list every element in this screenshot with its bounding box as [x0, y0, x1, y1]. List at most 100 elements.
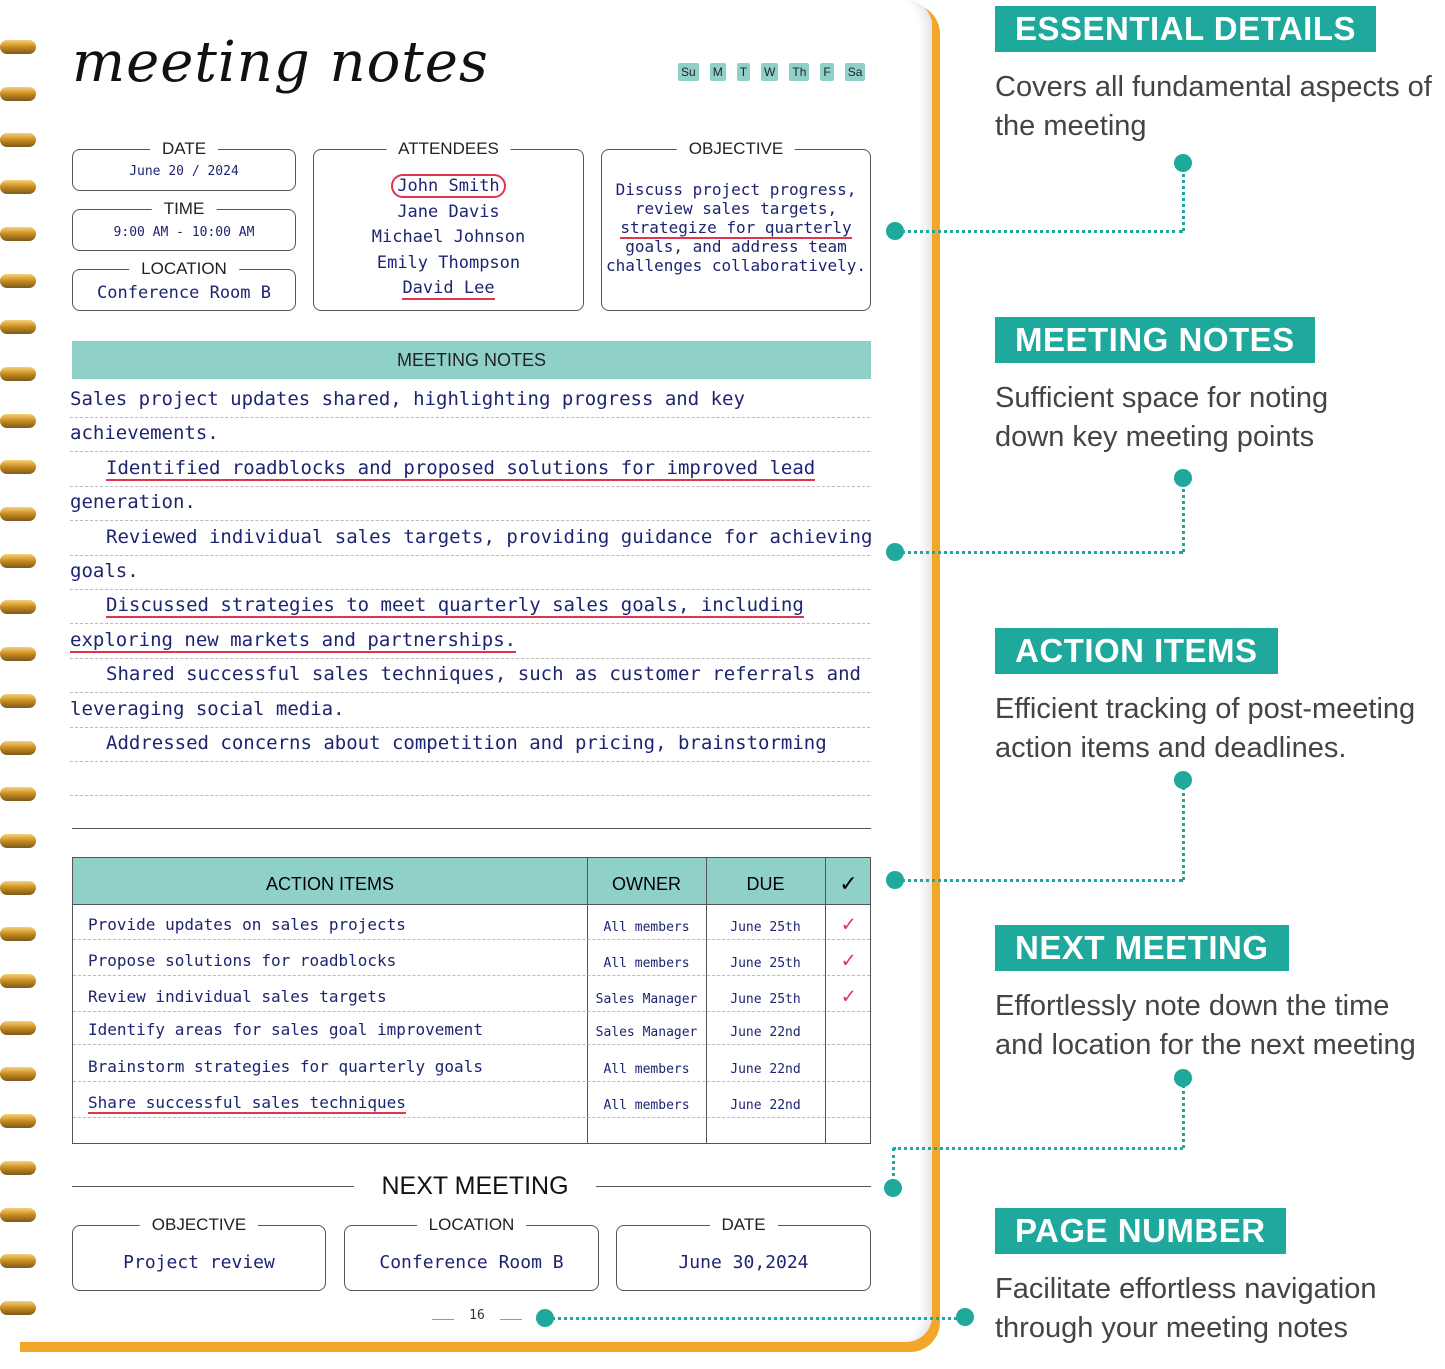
action-due: June 22nd — [730, 1062, 801, 1077]
note-line[interactable]: achievements. — [70, 418, 870, 453]
spiral-ring — [0, 180, 36, 195]
connector-dot — [956, 1308, 974, 1326]
location-value: Conference Room B — [97, 283, 271, 303]
check-icon[interactable]: ✓ — [841, 912, 856, 937]
action-owner: All members — [603, 1098, 690, 1113]
note-line[interactable]: Discussed strategies to meet quarterly s… — [70, 590, 870, 625]
spiral-ring — [0, 1020, 36, 1035]
action-row[interactable]: Review individual sales targets Sales Ma… — [73, 980, 870, 1012]
spiral-ring — [0, 740, 36, 755]
next-date-field[interactable]: DATE June 30,2024 — [616, 1215, 871, 1291]
day-th[interactable]: Th — [789, 63, 810, 81]
note-text: Shared successful sales techniques, such… — [106, 663, 861, 686]
objective-line: Discuss project progress, — [615, 180, 857, 199]
action-row[interactable]: Identify areas for sales goal improvemen… — [73, 1013, 870, 1045]
spiral-ring — [0, 1300, 36, 1315]
callout-desc: Facilitate effortless navigation through… — [995, 1273, 1377, 1344]
next-objective-value: Project review — [123, 1252, 275, 1273]
day-sa[interactable]: Sa — [844, 63, 866, 81]
day-t[interactable]: T — [736, 63, 751, 81]
attendee: David Lee — [402, 278, 495, 300]
action-row[interactable]: Brainstorm strategies for quarterly goal… — [73, 1050, 870, 1082]
note-text: generation. — [70, 491, 196, 514]
day-su[interactable]: Su — [678, 63, 699, 81]
next-objective-field[interactable]: OBJECTIVE Project review — [72, 1215, 326, 1291]
page-title: meeting notes — [72, 30, 489, 95]
col-header-action: ACTION ITEMS — [265, 874, 394, 894]
action-owner: All members — [603, 920, 690, 935]
connector-line — [893, 1147, 1183, 1150]
checkbox[interactable] — [825, 1090, 872, 1114]
callout-title: MEETING NOTES — [995, 317, 1315, 363]
spiral-ring — [0, 413, 36, 428]
next-meeting-title: NEXT MEETING — [381, 1172, 569, 1200]
note-line[interactable]: Addressed concerns about competition and… — [70, 728, 870, 762]
col-header-done: ✓ — [839, 871, 858, 896]
action-row[interactable]: Share successful sales techniques All me… — [73, 1086, 870, 1118]
spiral-ring — [0, 647, 36, 662]
note-line[interactable] — [70, 762, 870, 797]
spiral-ring — [0, 1114, 36, 1129]
note-text: exploring new markets and partnerships. — [70, 628, 517, 653]
note-line[interactable]: leveraging social media. — [70, 694, 870, 728]
note-text: goals. — [70, 560, 139, 582]
spiral-ring — [0, 507, 36, 521]
note-line[interactable]: Shared successful sales techniques, such… — [70, 659, 870, 694]
attendee: Michael Johnson — [371, 227, 526, 247]
note-line[interactable]: Identified roadblocks and proposed solut… — [70, 453, 870, 487]
spiral-ring — [0, 1067, 36, 1082]
connector-line — [545, 1317, 965, 1320]
objective-field[interactable]: OBJECTIVE Discuss project progress, revi… — [601, 139, 871, 311]
action-owner: All members — [603, 956, 690, 971]
day-m[interactable]: M — [709, 63, 726, 81]
next-location-field[interactable]: LOCATION Conference Room B — [344, 1215, 599, 1291]
check-icon[interactable]: ✓ — [841, 948, 856, 973]
location-field[interactable]: LOCATION Conference Room B — [72, 259, 296, 311]
attendee: Emily Thompson — [376, 252, 521, 273]
action-row[interactable]: Provide updates on sales projects All me… — [73, 908, 870, 940]
note-line[interactable]: exploring new markets and partnerships. — [70, 625, 870, 659]
spiral-ring — [0, 320, 36, 335]
connector-dot — [884, 1179, 902, 1197]
action-row[interactable]: Propose solutions for roadblocks All mem… — [73, 944, 870, 976]
callout-title: PAGE NUMBER — [995, 1208, 1286, 1254]
note-line[interactable]: generation. — [70, 487, 870, 522]
day-f[interactable]: F — [820, 63, 834, 81]
connector-line — [1182, 1078, 1185, 1148]
spiral-ring — [0, 366, 36, 381]
next-date-label: DATE — [709, 1215, 778, 1235]
next-objective-label: OBJECTIVE — [139, 1215, 259, 1235]
checkbox[interactable] — [825, 1017, 872, 1041]
day-w[interactable]: W — [761, 63, 779, 81]
note-line[interactable]: goals. — [70, 556, 870, 590]
location-label: LOCATION — [129, 259, 239, 279]
spiral-ring — [0, 273, 36, 288]
date-value: June 20 / 2024 — [129, 164, 239, 179]
checkbox[interactable] — [825, 1054, 872, 1078]
date-field[interactable]: DATE June 20 / 2024 — [72, 139, 296, 191]
callout-desc: Sufficient space for noting down key mee… — [995, 382, 1329, 453]
check-icon[interactable]: ✓ — [841, 984, 856, 1009]
action-item: Share successful sales techniques — [88, 1093, 406, 1114]
objective-line: challenges collaboratively. — [605, 256, 867, 275]
time-field[interactable]: TIME 9:00 AM - 10:00 AM — [72, 199, 296, 251]
action-due: June 22nd — [730, 1098, 801, 1113]
note-line[interactable]: Sales project updates shared, highlighti… — [70, 384, 870, 418]
spiral-ring — [0, 833, 36, 848]
objective-label: OBJECTIVE — [676, 139, 796, 159]
note-line[interactable]: Reviewed individual sales targets, provi… — [70, 522, 872, 556]
next-location-value: Conference Room B — [379, 1252, 564, 1273]
spiral-ring — [0, 1207, 36, 1222]
spiral-ring — [0, 553, 36, 568]
next-date-value: June 30,2024 — [678, 1252, 809, 1273]
meeting-notes-header: MEETING NOTES — [72, 341, 871, 379]
attendees-field[interactable]: ATTENDEES John Smith Jane Davis Michael … — [313, 139, 584, 311]
callout-desc: Efficient tracking of post-meeting actio… — [995, 693, 1416, 764]
action-due: June 22nd — [730, 1025, 801, 1040]
spiral-ring — [0, 974, 36, 988]
callout-title: NEXT MEETING — [995, 925, 1289, 971]
connector-line — [892, 1148, 895, 1188]
time-value: 9:00 AM - 10:00 AM — [113, 225, 255, 240]
callout-title: ESSENTIAL DETAILS — [995, 6, 1376, 52]
callout-desc: Effortlessly note down the time and loca… — [995, 990, 1416, 1061]
